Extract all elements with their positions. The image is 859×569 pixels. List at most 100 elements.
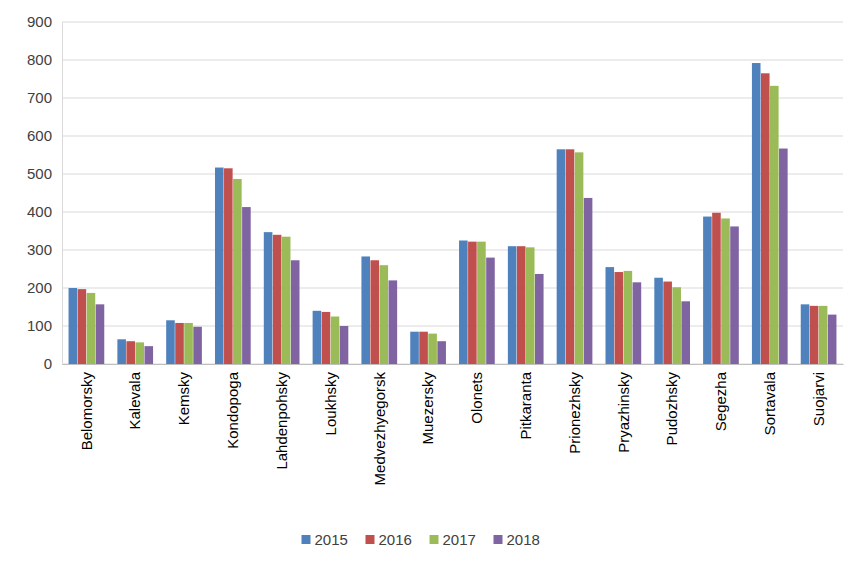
- y-tick-label: 300: [27, 241, 52, 258]
- legend-item: 2017: [430, 531, 476, 548]
- x-tick-label: Medvezhyegorsk: [371, 372, 388, 486]
- bar: [819, 306, 828, 364]
- grid: [62, 22, 843, 364]
- bar: [242, 207, 251, 364]
- bar: [69, 288, 78, 364]
- x-tick-label: Sortavala: [761, 371, 778, 435]
- bar: [340, 326, 349, 364]
- bar: [654, 278, 663, 364]
- y-tick: 600: [27, 127, 62, 144]
- bar: [175, 323, 184, 364]
- x-tick-label: Muezersky: [419, 372, 436, 445]
- bar: [712, 213, 721, 364]
- bar: [144, 346, 153, 364]
- y-tick-label: 800: [27, 51, 52, 68]
- x-tick: Prionezhsky: [566, 364, 583, 454]
- x-tick-label: Loukhsky: [322, 372, 339, 436]
- legend-item: 2015: [302, 531, 348, 548]
- grid-line: [62, 60, 843, 61]
- y-tick-label: 500: [27, 165, 52, 182]
- bar: [761, 73, 770, 364]
- x-tick: Suojarvi: [810, 364, 827, 426]
- bar: [535, 274, 544, 364]
- y-tick: 200: [27, 279, 62, 296]
- bar: [663, 282, 672, 364]
- bar: [166, 320, 175, 364]
- x-axis-line: [63, 364, 844, 365]
- bar: [313, 311, 322, 364]
- x-tick: Kondopoga: [224, 364, 241, 449]
- grid-line: [62, 98, 843, 99]
- bar-series: [96, 149, 837, 364]
- legend-label: 2015: [315, 531, 348, 548]
- y-tick: 400: [27, 203, 62, 220]
- bar: [370, 260, 379, 364]
- x-axis: BelomorskyKalevalaKemskyKondopogaLahdenp…: [63, 364, 844, 485]
- legend-label: 2016: [379, 531, 412, 548]
- bar: [184, 323, 193, 364]
- y-tick: 800: [27, 51, 62, 68]
- bar: [721, 218, 730, 364]
- bar: [380, 265, 389, 364]
- grid-line: [62, 212, 843, 213]
- x-tick-label: Pryazhinsky: [615, 372, 632, 453]
- bar: [486, 258, 495, 364]
- bar: [331, 317, 340, 365]
- bar: [193, 327, 202, 364]
- y-tick-label: 100: [27, 317, 52, 334]
- x-tick: Lahdenpohsky: [273, 364, 290, 470]
- bar: [361, 256, 370, 364]
- x-tick: Medvezhyegorsk: [371, 364, 388, 485]
- bar: [575, 152, 584, 364]
- bar-series: [78, 73, 819, 364]
- legend-item: 2016: [366, 531, 412, 548]
- legend-swatch: [366, 535, 375, 544]
- y-tick: 0: [44, 355, 62, 372]
- x-tick: Loukhsky: [322, 364, 339, 435]
- bar: [633, 282, 642, 364]
- bar: [419, 332, 428, 364]
- y-tick: 500: [27, 165, 62, 182]
- bar: [605, 267, 614, 364]
- bar-series: [87, 86, 828, 364]
- bar: [215, 168, 224, 364]
- y-tick-label: 0: [44, 355, 52, 372]
- bar: [566, 149, 575, 364]
- legend-swatch: [302, 535, 311, 544]
- bar: [801, 304, 810, 364]
- bar: [468, 242, 477, 364]
- x-tick-label: Olonets: [468, 372, 485, 424]
- bar: [87, 293, 96, 364]
- grid-line: [62, 22, 843, 23]
- y-tick-label: 600: [27, 127, 52, 144]
- y-tick: 900: [27, 13, 62, 30]
- bar: [615, 272, 624, 364]
- bar: [508, 246, 517, 364]
- bar: [810, 306, 819, 364]
- plot: 0100200300400500600700800900BelomorskyKa…: [27, 13, 844, 485]
- grid-line: [62, 174, 843, 175]
- legend-swatch: [494, 535, 503, 544]
- x-tick: Sortavala: [761, 364, 778, 435]
- grid-line: [62, 136, 843, 137]
- x-tick: Kemsky: [175, 364, 192, 425]
- x-tick-label: Suojarvi: [810, 372, 827, 426]
- bar: [828, 315, 837, 364]
- x-tick-label: Kemsky: [175, 372, 192, 426]
- x-tick: Muezersky: [419, 364, 436, 445]
- bar: [779, 149, 788, 364]
- y-tick: 700: [27, 89, 62, 106]
- bar: [437, 341, 446, 364]
- bar: [78, 289, 87, 364]
- x-tick: Pryazhinsky: [615, 364, 632, 453]
- bar-series: [69, 63, 810, 364]
- chart: 0100200300400500600700800900BelomorskyKa…: [0, 0, 859, 569]
- bar: [730, 226, 739, 364]
- bar: [584, 198, 593, 364]
- x-tick: Pitkaranta: [517, 364, 534, 440]
- bar: [517, 246, 526, 364]
- y-tick-label: 400: [27, 203, 52, 220]
- bar: [703, 217, 712, 364]
- y-tick-label: 200: [27, 279, 52, 296]
- bar: [557, 149, 566, 364]
